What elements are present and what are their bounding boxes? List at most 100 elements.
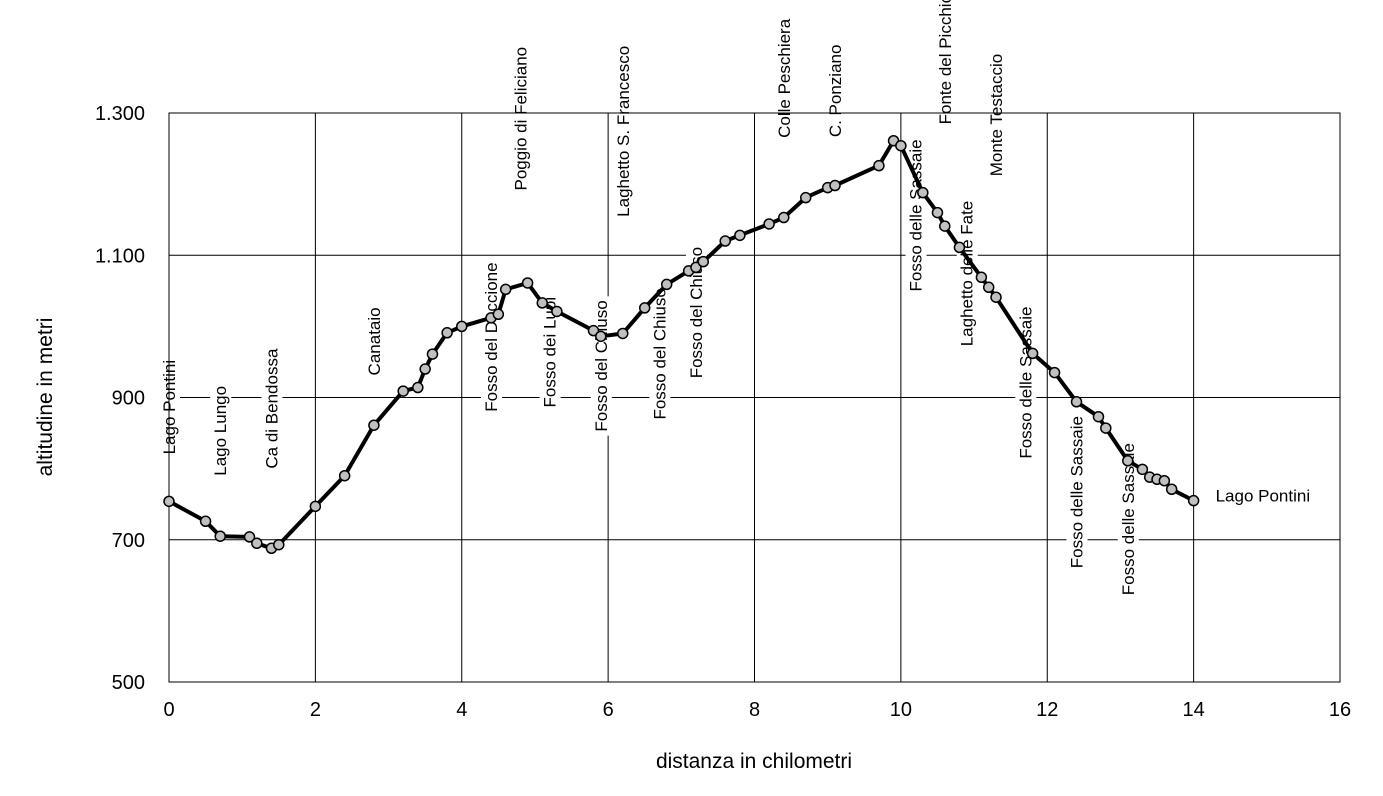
x-tick-label: 10 (890, 699, 912, 721)
data-point-marker (617, 327, 629, 340)
data-point-marker (1187, 494, 1200, 507)
annotation-background (905, 135, 927, 296)
data-point-marker (426, 348, 439, 360)
annotation-label: C. Ponziano (825, 40, 847, 142)
data-point-marker (1122, 455, 1134, 467)
annotation-background (773, 14, 795, 142)
annotation-text: Fosso del Chiuso (592, 300, 611, 431)
annotation-background (210, 381, 232, 480)
annotation-text: Ca di Bendossa (262, 348, 281, 469)
data-point-marker (982, 281, 995, 294)
y-axis-title: altitudine in metri (34, 318, 57, 477)
data-point-marker (931, 206, 944, 219)
annotation-text: Laghetto S. Francesco (614, 46, 633, 217)
annotation-background (1066, 412, 1088, 573)
data-point-marker (917, 186, 929, 199)
data-point-marker (587, 324, 600, 337)
annotation-label: Fosso delle Sassaie (1117, 439, 1139, 600)
annotation-background (612, 41, 634, 221)
data-point-marker (309, 500, 322, 513)
x-tick-label: 8 (749, 699, 760, 721)
y-tick-label: 700 (112, 530, 145, 552)
annotation-text: Colle Peschiera (775, 18, 794, 138)
plot-area-frame (168, 112, 1341, 683)
annotation-label: Canataio (363, 303, 385, 380)
annotation-label: Fosso del Doccione (481, 258, 503, 416)
annotation-label: Monte Testaccio (986, 49, 1008, 181)
data-point-marker (419, 363, 431, 375)
annotation-text: Fosso delle Sassaie (1016, 307, 1035, 459)
x-tick-label: 0 (163, 699, 174, 721)
annotation-text: Fosso del Chiuso (687, 247, 706, 378)
data-point-marker (338, 469, 351, 482)
data-point-marker (243, 531, 256, 543)
data-point-marker (895, 139, 907, 152)
annotation-label: Fosso dei Lupi (539, 292, 561, 412)
annotation-background (649, 284, 671, 424)
data-point-marker (441, 327, 453, 339)
annotation-background (510, 42, 532, 195)
gridlines (168, 112, 1341, 683)
data-point-marker (199, 515, 212, 528)
data-point-marker (763, 218, 775, 230)
x-tick-label: 14 (1183, 699, 1205, 721)
annotation-background (261, 344, 283, 473)
annotation-label: Lago Pontini (1211, 485, 1315, 509)
data-point-marker (536, 297, 549, 309)
data-point-marker (690, 261, 702, 274)
data-point-marker (368, 419, 380, 431)
altitude-series (163, 134, 1200, 555)
annotation-labels: Lago Pontini Lago Lungo Ca di Bendossa Cana… (159, 0, 1315, 600)
annotation-label: Colle Peschiera (773, 14, 795, 142)
axis-tick-labels: 0 2 4 6 8 10 12 14 16 500 700 900 1.100 1.300 (95, 103, 1351, 721)
data-point-marker (163, 495, 175, 508)
annotation-background (986, 49, 1008, 181)
data-point-marker (1026, 347, 1039, 360)
annotation-label: Fonte del Picchio (934, 0, 956, 129)
data-point-marker (397, 385, 409, 397)
data-point-marker (799, 191, 812, 204)
data-point-marker (456, 320, 468, 333)
data-point-marker (638, 302, 651, 314)
x-tick-label: 16 (1329, 699, 1351, 721)
annotation-background (363, 303, 385, 380)
annotation-label: Lago Lungo (210, 381, 232, 480)
data-point-marker (251, 537, 263, 550)
annotation-background (1211, 485, 1315, 509)
annotation-text: Canataio (365, 307, 384, 375)
annotation-text: Fosso delle Sassaie (907, 139, 926, 291)
annotation-text: Fosso del Chiuso (650, 288, 669, 419)
annotation-background (539, 292, 561, 412)
data-point-marker (778, 211, 790, 224)
annotation-text: Fosso del Doccione (482, 262, 501, 411)
annotation-background (825, 40, 847, 142)
data-point-marker (1048, 366, 1061, 379)
data-point-marker (1136, 463, 1149, 476)
data-point-marker (499, 283, 512, 296)
annotation-label: Fosso del Chiuso (649, 284, 671, 424)
annotation-label: Laghetto delle Fate (956, 196, 978, 351)
annotation-label: Fosso del Chiuso (685, 242, 707, 383)
annotation-label: Fosso delle Sassaie (905, 135, 927, 296)
annotation-label: Ca di Bendossa (261, 344, 283, 473)
x-tick-label: 4 (456, 699, 467, 721)
annotation-background (956, 196, 978, 351)
y-tick-label: 1.100 (95, 245, 145, 267)
data-point-marker (1158, 474, 1171, 487)
annotation-background (1015, 302, 1037, 463)
data-point-marker (551, 305, 563, 318)
annotation-text: Lago Lungo (211, 386, 230, 476)
x-tick-label: 12 (1036, 699, 1058, 721)
data-point-marker (660, 278, 673, 291)
data-point-marker (990, 291, 1002, 303)
annotation-text: Poggio di Feliciano (511, 47, 530, 191)
annotation-label: Fosso del Chiuso (590, 296, 612, 436)
annotation-label: Poggio di Feliciano (510, 42, 532, 195)
y-tick-label: 1.300 (95, 103, 145, 125)
data-point-marker (939, 220, 951, 232)
data-point-marker (1070, 396, 1083, 408)
annotation-text: Fosso dei Lupi (541, 297, 560, 408)
data-point-marker (697, 255, 710, 268)
data-point-marker (1100, 422, 1112, 434)
